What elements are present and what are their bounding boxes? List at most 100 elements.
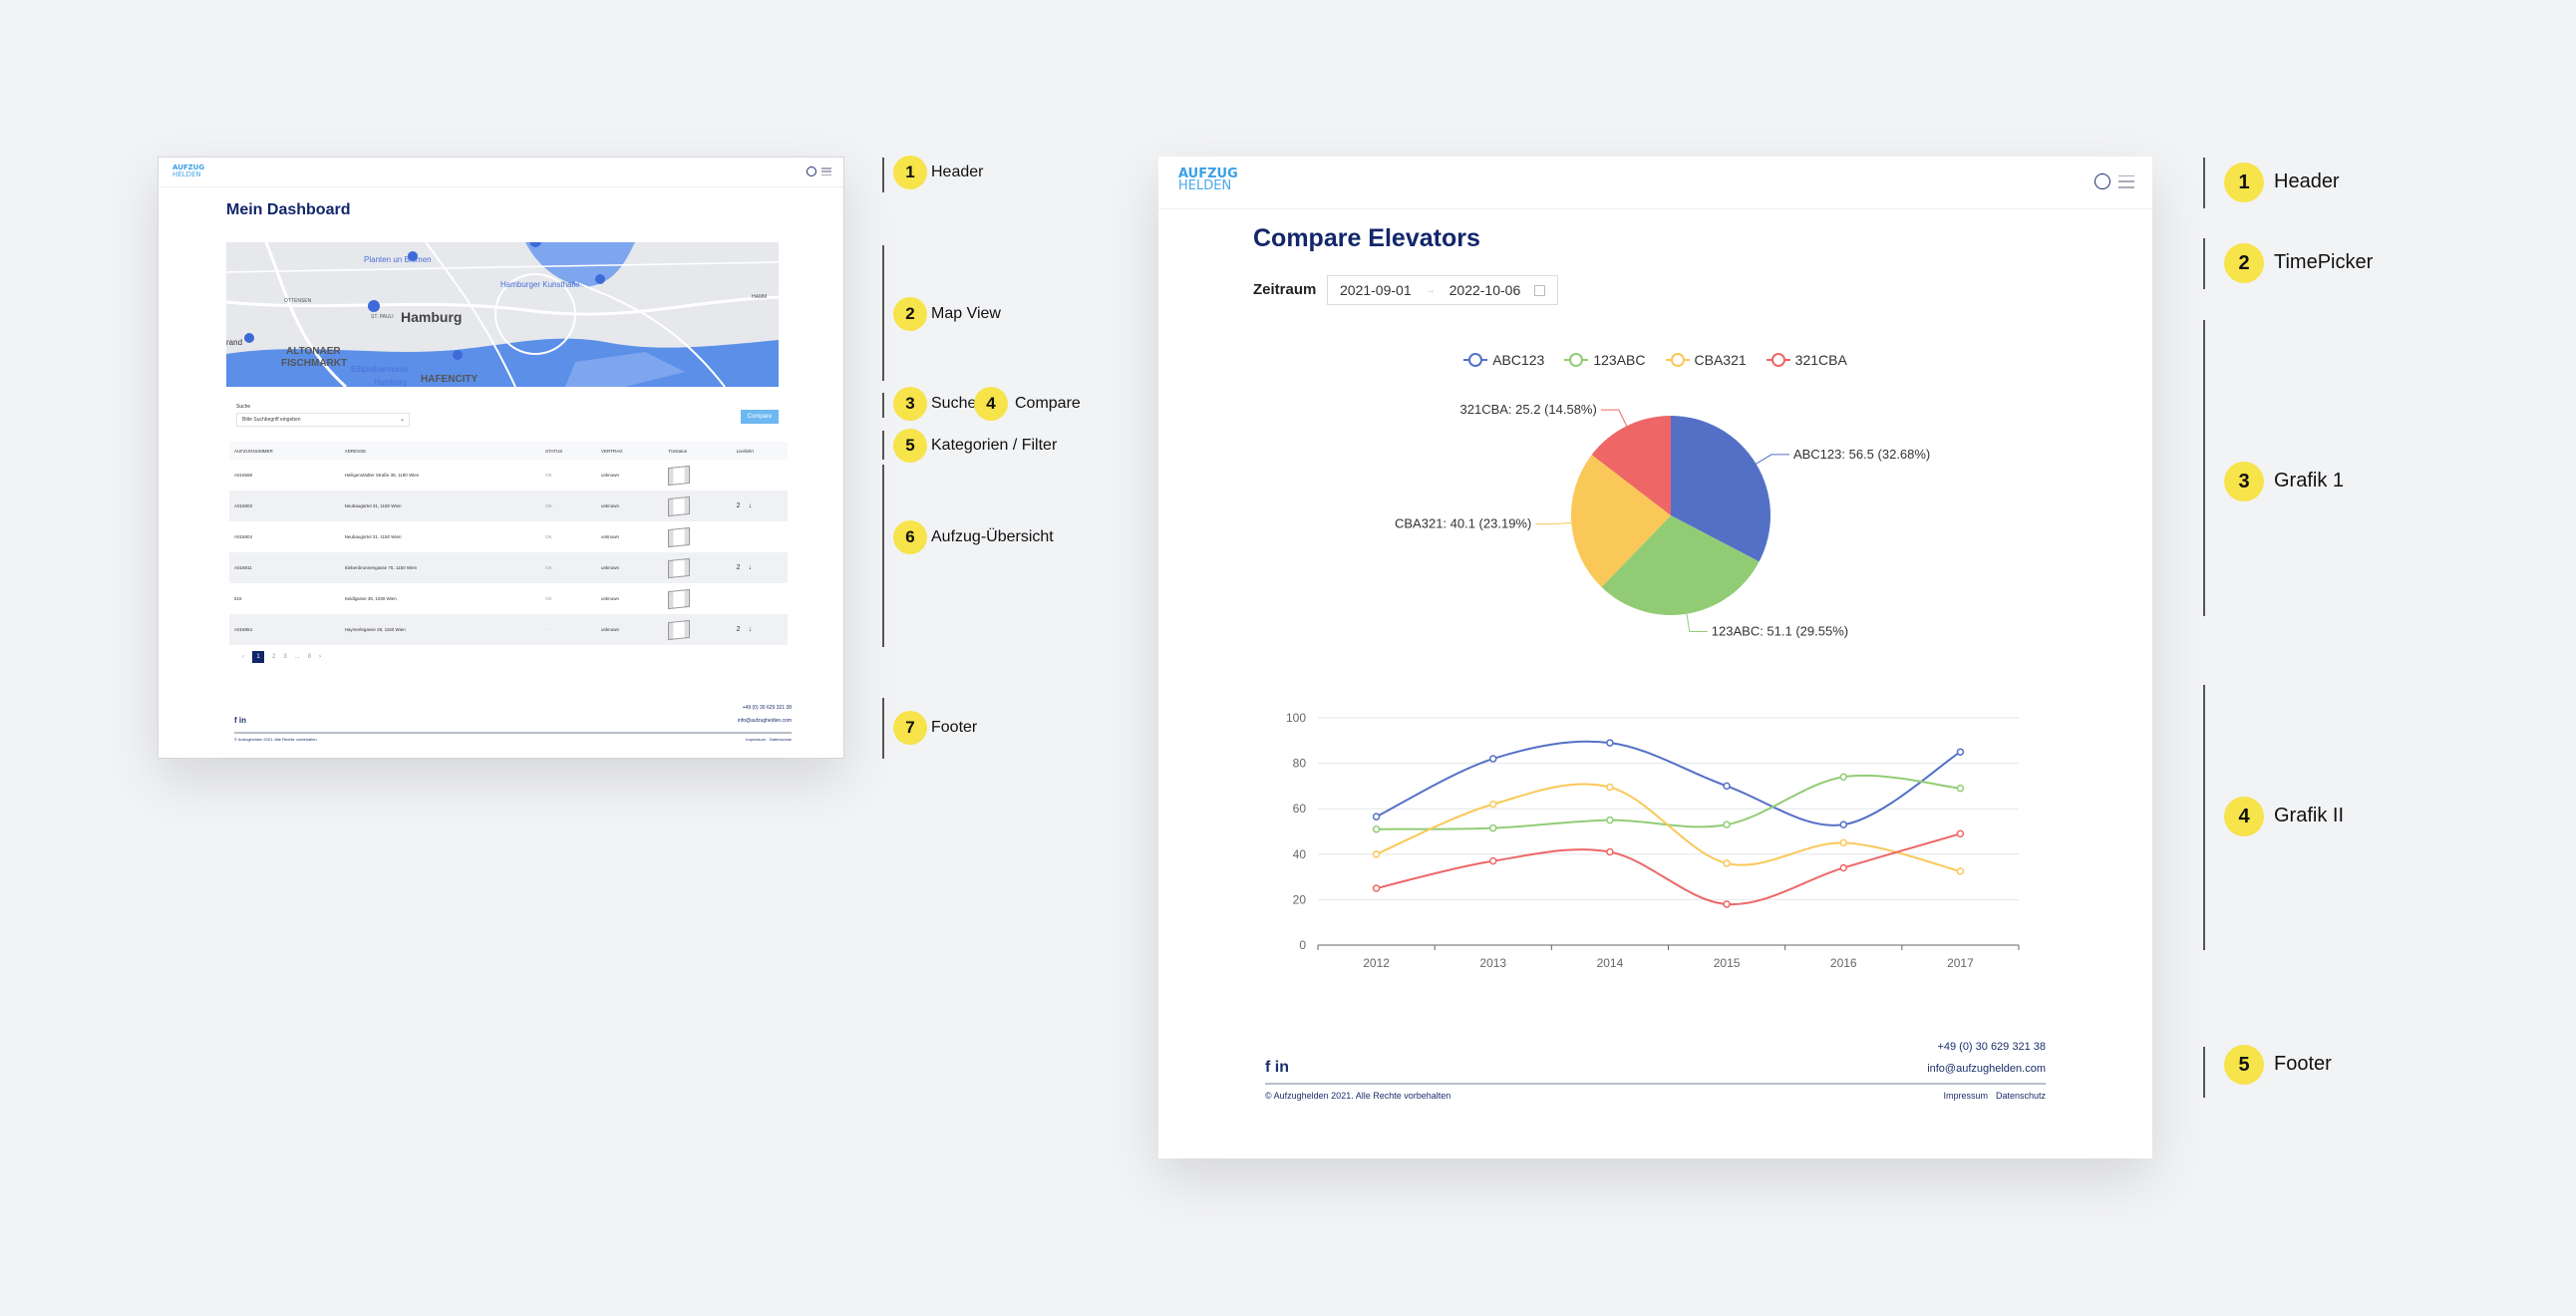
data-point[interactable] <box>1606 739 1614 747</box>
table-row[interactable]: A016568 Heiligenstädter Straße 38, 1190 W… <box>229 460 788 491</box>
start-date-input[interactable]: 2021-09-01 <box>1340 282 1412 298</box>
data-point[interactable] <box>1723 900 1731 908</box>
data-point[interactable] <box>1489 823 1497 832</box>
legend-marker-icon <box>1564 353 1589 367</box>
social-icons[interactable]: f in <box>234 716 246 725</box>
arrow-down-icon[interactable]: ↓ <box>748 626 753 633</box>
page-button[interactable]: 8 <box>307 654 312 660</box>
impressum-link[interactable]: Impressum <box>1943 1091 1988 1101</box>
contract: unknown <box>595 614 664 645</box>
calendar-icon[interactable] <box>1534 284 1546 296</box>
next-page-button[interactable]: › <box>319 654 322 660</box>
table-row[interactable]: A016804 Neubaugürtel 31, 1150 Wien OK unkno… <box>229 521 788 552</box>
menu-icon[interactable] <box>821 167 831 175</box>
data-point[interactable] <box>1372 813 1381 821</box>
legend-item[interactable]: 321CBA <box>1766 352 1847 368</box>
door-status-cell <box>663 460 731 491</box>
annotation-label: Grafik 1 <box>2274 470 2345 492</box>
arrow-down-icon[interactable]: ↓ <box>748 564 753 571</box>
prev-page-button[interactable]: ‹ <box>242 654 244 660</box>
data-point[interactable] <box>1839 863 1847 872</box>
annotation-badge: 4 <box>2224 797 2264 836</box>
data-point[interactable] <box>1372 850 1381 858</box>
map-pin-heart-icon[interactable] <box>368 300 380 312</box>
header: AUFZUG HELDEN <box>159 158 843 187</box>
annotation-bracket <box>882 698 884 759</box>
data-point[interactable] <box>1839 773 1847 782</box>
map-pin-icon[interactable] <box>408 251 418 261</box>
data-point[interactable] <box>1606 783 1614 792</box>
map-label: Hamburger Kunsthalle <box>500 280 580 289</box>
map-label: ALTONAER <box>286 346 341 357</box>
data-point[interactable] <box>1606 847 1614 856</box>
data-point[interactable] <box>1956 748 1965 756</box>
table-row[interactable]: A016811 Siebenbrunnengasse 75, 1150 Wien O… <box>229 552 788 583</box>
data-point[interactable] <box>1723 821 1731 828</box>
data-point[interactable] <box>1839 838 1847 847</box>
logo-line2: HELDEN <box>172 169 201 178</box>
chat-icon[interactable] <box>2094 173 2110 189</box>
column-header[interactable]: VERTRAG <box>595 442 664 460</box>
data-point[interactable] <box>1839 821 1847 828</box>
data-point[interactable] <box>1956 784 1965 793</box>
search-select[interactable]: Bitte Suchbegriff eingeben ⌄ <box>236 413 410 427</box>
table-row[interactable]: 615 Seidlgasse 36, 1030 Wien OK unknown <box>229 583 788 614</box>
data-point[interactable] <box>1489 755 1497 763</box>
annotation-label: Kategorien / Filter <box>931 437 1058 454</box>
column-header[interactable]: Livefahrt <box>731 442 788 460</box>
end-date-input[interactable]: 2022-10-06 <box>1449 282 1521 298</box>
page-button[interactable]: 3 <box>283 654 287 660</box>
column-header[interactable]: AUFZUGNUMMER <box>229 442 340 460</box>
datenschutz-link[interactable]: Datenschutz <box>1995 1091 2046 1101</box>
data-point[interactable] <box>1723 782 1731 791</box>
footer-phone[interactable]: +49 (0) 30 629 321 38 <box>1937 1041 2046 1053</box>
map-label: Elbphilharmonie <box>351 365 409 374</box>
column-header[interactable]: Türstatus <box>663 442 732 460</box>
datenschutz-link[interactable]: Datenschutz <box>769 737 792 742</box>
data-point[interactable] <box>1489 800 1497 809</box>
legend-item[interactable]: CBA321 <box>1665 352 1747 368</box>
legend-marker-icon <box>1665 353 1690 367</box>
footer-email[interactable]: info@aufzughelden.com <box>1927 1063 2046 1075</box>
pie-slice[interactable] <box>1571 455 1671 587</box>
column-header[interactable]: STATUS <box>540 442 596 460</box>
pie-slice[interactable] <box>1601 515 1760 615</box>
legend-item[interactable]: ABC123 <box>1463 352 1544 368</box>
social-icons[interactable]: f in <box>1265 1059 1289 1076</box>
page-button[interactable]: 2 <box>272 654 276 660</box>
footer-email[interactable]: info@aufzughelden.com <box>738 718 792 724</box>
arrow-down-icon[interactable]: ↓ <box>748 502 753 509</box>
data-point[interactable] <box>1606 816 1614 824</box>
compare-button[interactable]: Compare <box>741 410 779 424</box>
map-view[interactable]: Planten un Blomen Hamburger Kunsthalle E… <box>226 242 779 387</box>
data-point[interactable] <box>1372 824 1381 833</box>
map-pin-icon[interactable] <box>453 350 463 360</box>
pie-slice[interactable] <box>1671 416 1771 562</box>
menu-icon[interactable] <box>2118 174 2134 188</box>
page-button[interactable]: ... <box>294 654 300 660</box>
legend-item[interactable]: 123ABC <box>1564 352 1646 368</box>
date-range-picker[interactable]: 2021-09-01 → 2022-10-06 <box>1327 275 1558 305</box>
map-pin-icon[interactable] <box>595 274 605 284</box>
data-point[interactable] <box>1489 856 1497 865</box>
legend-label: 123ABC <box>1593 352 1646 368</box>
chat-icon[interactable] <box>806 166 816 176</box>
footer-phone[interactable]: +49 (0) 30 629 321 38 <box>742 705 792 711</box>
table-row[interactable]: A016803 Neubaugürtel 31, 1150 Wien OK unkno… <box>229 491 788 521</box>
page-button[interactable]: 1 <box>252 651 264 663</box>
map-pin-icon[interactable] <box>244 333 254 343</box>
table-row[interactable]: A016854 Haymerlegasse 28, 1160 Wien - unkno… <box>229 614 788 645</box>
pie-slice[interactable] <box>1591 416 1671 515</box>
legend-marker-icon <box>1766 353 1790 367</box>
door-status-cell <box>663 521 731 552</box>
data-point[interactable] <box>1956 829 1965 838</box>
door-status-cell <box>663 491 732 521</box>
data-point[interactable] <box>1956 867 1965 875</box>
column-header[interactable]: ADRESSE <box>339 442 541 460</box>
logo[interactable]: AUFZUG HELDEN <box>1178 167 1238 193</box>
data-point[interactable] <box>1723 859 1731 867</box>
map-pin-icon[interactable] <box>529 242 541 252</box>
impressum-link[interactable]: Impressum <box>746 737 766 742</box>
data-point[interactable] <box>1372 884 1381 892</box>
logo[interactable]: AUFZUG HELDEN <box>172 164 204 177</box>
